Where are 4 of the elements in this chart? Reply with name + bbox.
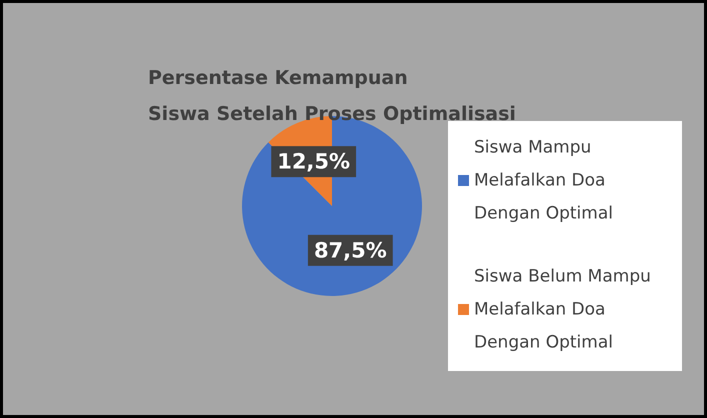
data-label: 12,5%: [277, 150, 350, 174]
data-label: 87,5%: [314, 238, 387, 262]
legend-label: Siswa Mampu Melafalkan Doa Dengan Optimal: [474, 138, 613, 224]
legend-label: Siswa Belum Mampu Melafalkan Doa Dengan Optimal: [474, 266, 656, 352]
